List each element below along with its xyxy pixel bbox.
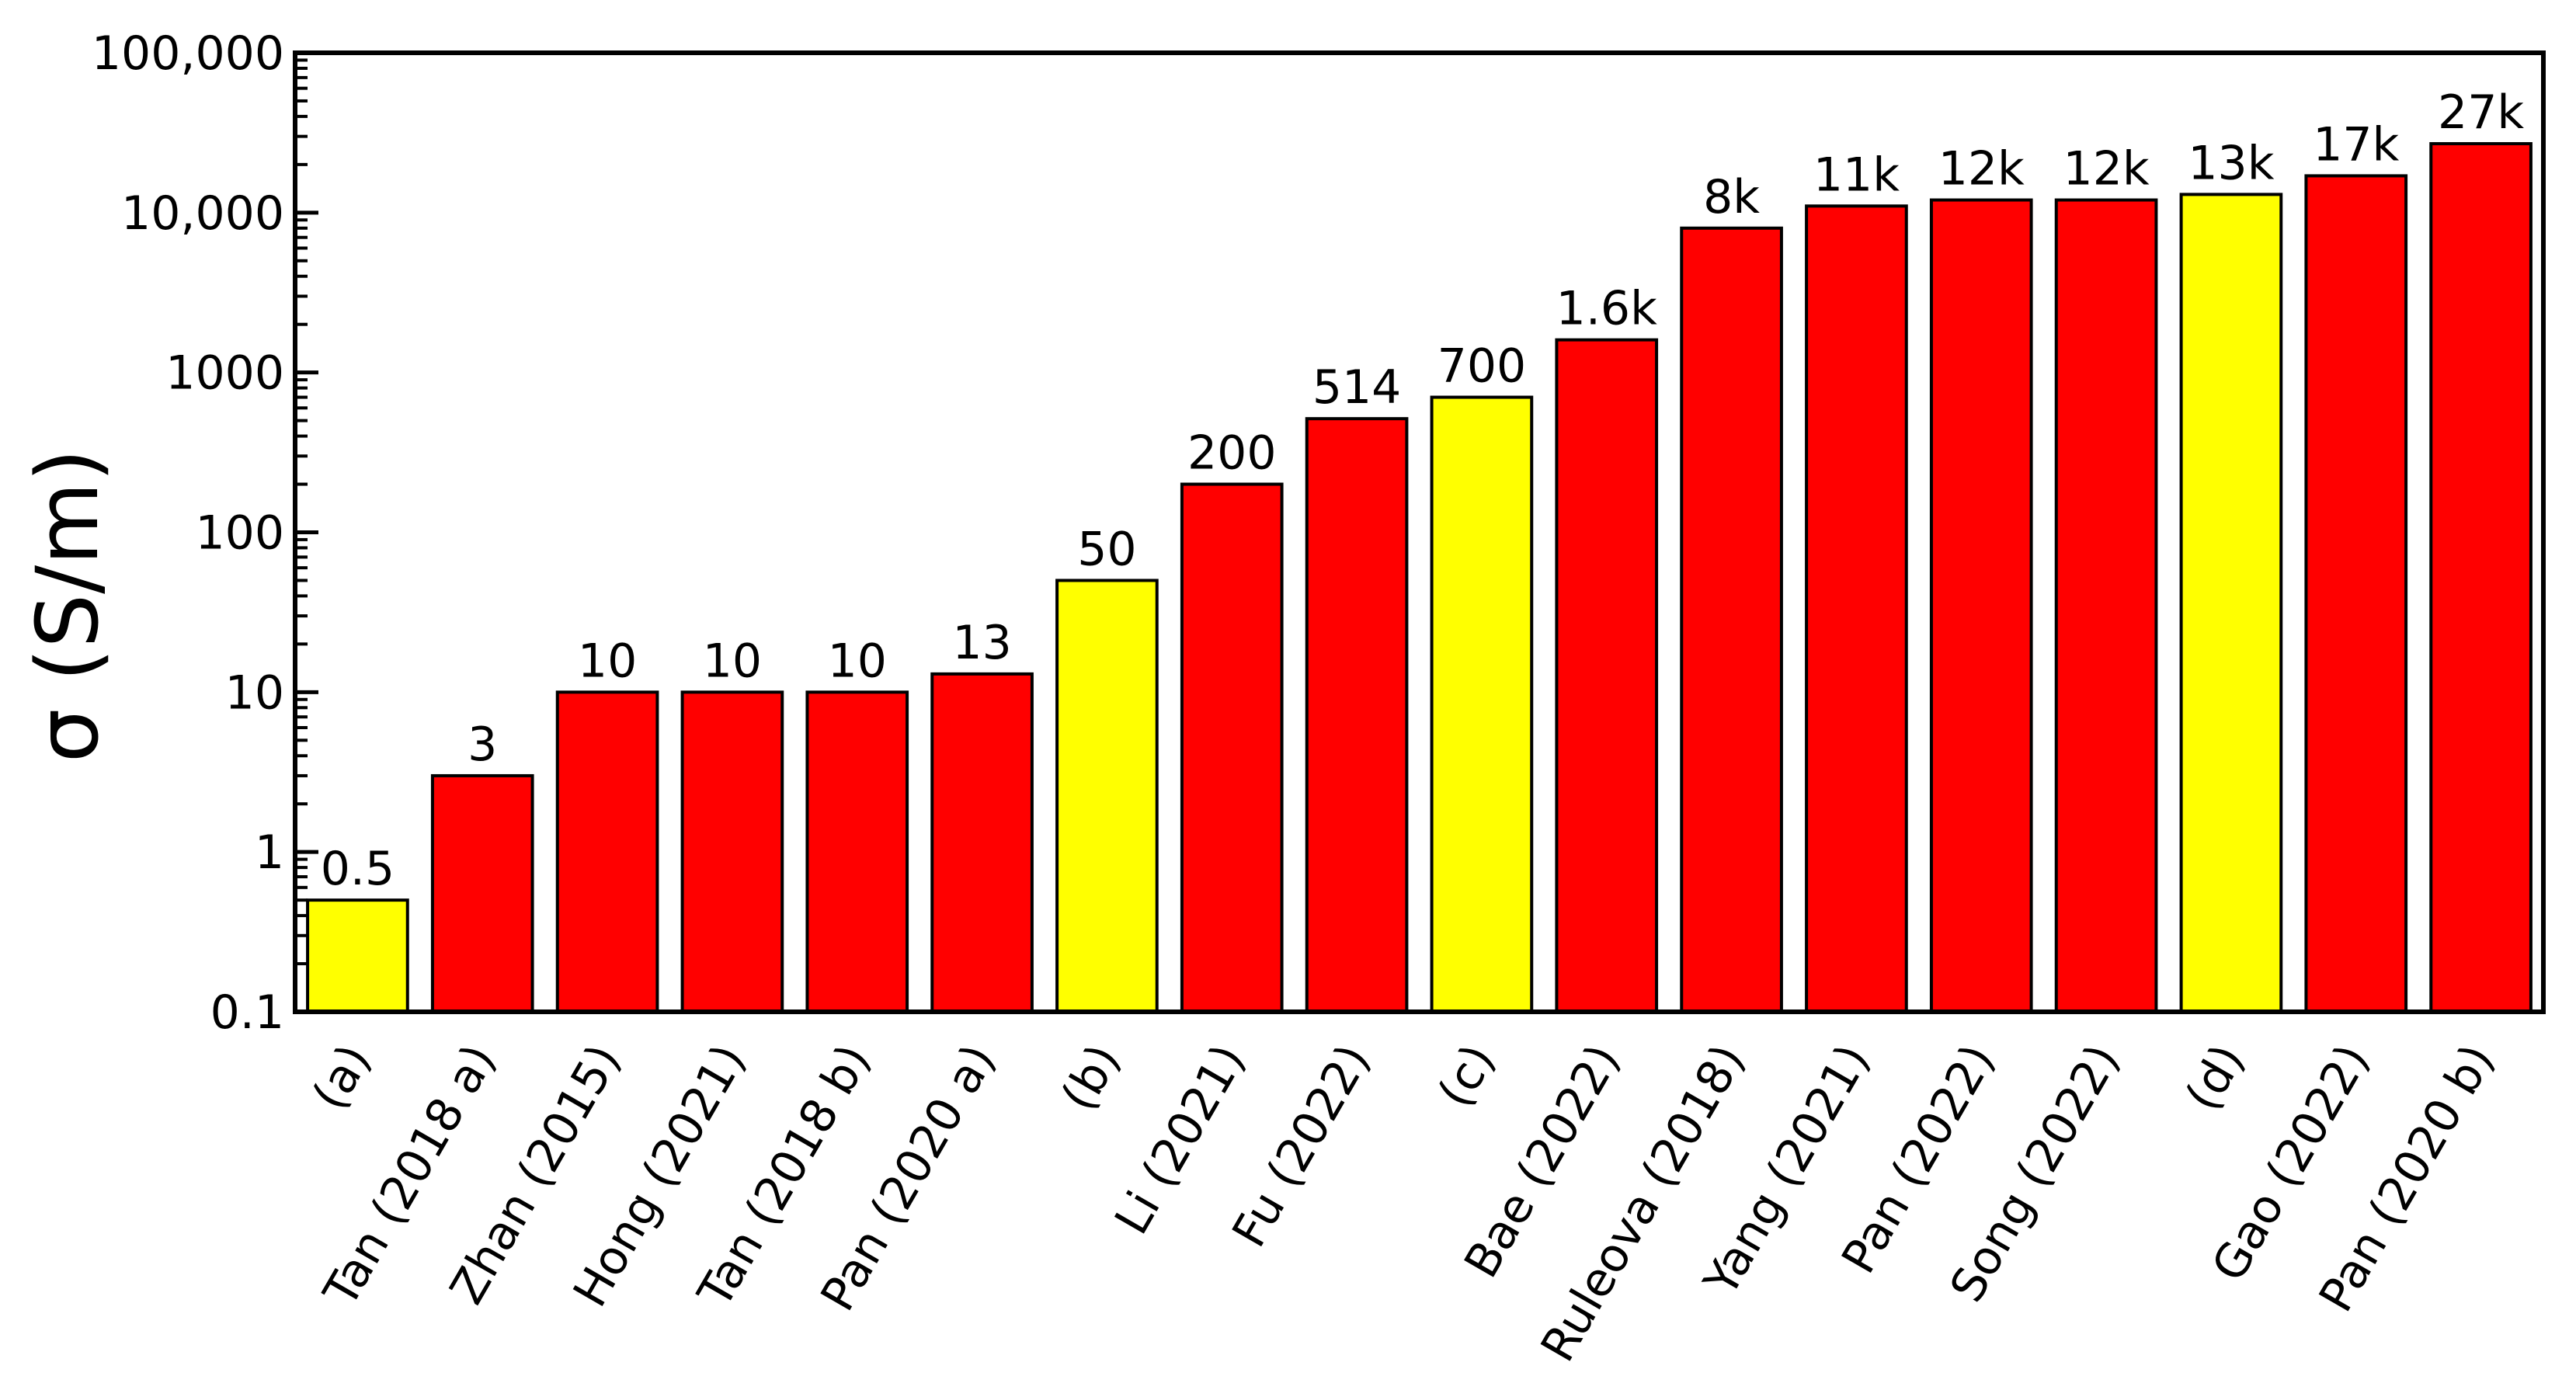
bar [1929,198,2033,1014]
bar [1180,482,1284,1013]
data-label: 27k [2438,85,2524,140]
bar [2054,198,2158,1014]
data-labels-group: 0.5 3 10 10 10 13 50 200 514 700 1.6k 8k 11k 12k 12k 13… [321,85,2525,896]
data-label: 12k [1938,142,2025,196]
bar [430,773,534,1014]
bar [1305,417,1409,1013]
y-tick-label: 0.1 [210,985,284,1040]
bars-group [306,142,2533,1014]
data-label: 8k [1703,170,1760,224]
bar [1680,226,1783,1013]
y-axis-label: σ (S/m) [18,449,117,763]
y-tick-label: 1 [255,825,284,880]
bar [930,672,1034,1013]
bar [555,690,659,1013]
data-label: 13k [2188,136,2274,190]
data-label: 1.6k [1556,282,1657,336]
x-tick-labels-group: (a)Tan (2018 a)Zhan (2015)Hong (2021)Tan… [302,1036,2505,1371]
data-label: 12k [2063,142,2150,196]
y-tick-label: 10 [225,665,284,720]
bar [2429,142,2533,1013]
y-tick-label: 10,000 [121,186,284,241]
bar [306,898,409,1013]
data-label: 17k [2313,117,2399,172]
bar [805,690,909,1013]
plot-frame [293,50,2546,1014]
y-axis: 0.1 1 10 100 1000 10,000 100,000 [92,26,318,1040]
data-label: 514 [1312,360,1402,415]
x-tick-label: (a) [302,1036,381,1119]
data-label: 3 [468,718,497,772]
bar [2179,193,2283,1013]
bar [2304,174,2408,1013]
x-tick-label: (d) [2175,1036,2255,1121]
x-tick-label: (c) [1427,1036,1506,1117]
y-tick-label: 1000 [165,346,284,401]
bar [680,690,784,1013]
bar [1555,338,1659,1013]
data-label: 50 [1077,522,1136,576]
data-label: 10 [703,634,762,688]
bar [1430,395,1534,1013]
data-label: 10 [828,634,887,688]
data-label: 200 [1187,426,1277,481]
y-tick-label: 100,000 [92,26,284,81]
data-label: 0.5 [321,842,395,896]
data-label: 13 [952,616,1011,670]
x-tick-label: (b) [1051,1036,1131,1121]
data-label: 11k [1813,148,1900,202]
y-tick-label: 100 [195,506,284,561]
bar [1805,204,1908,1013]
bar [1055,579,1159,1013]
data-label: 700 [1437,339,1527,394]
data-label: 10 [578,634,637,688]
